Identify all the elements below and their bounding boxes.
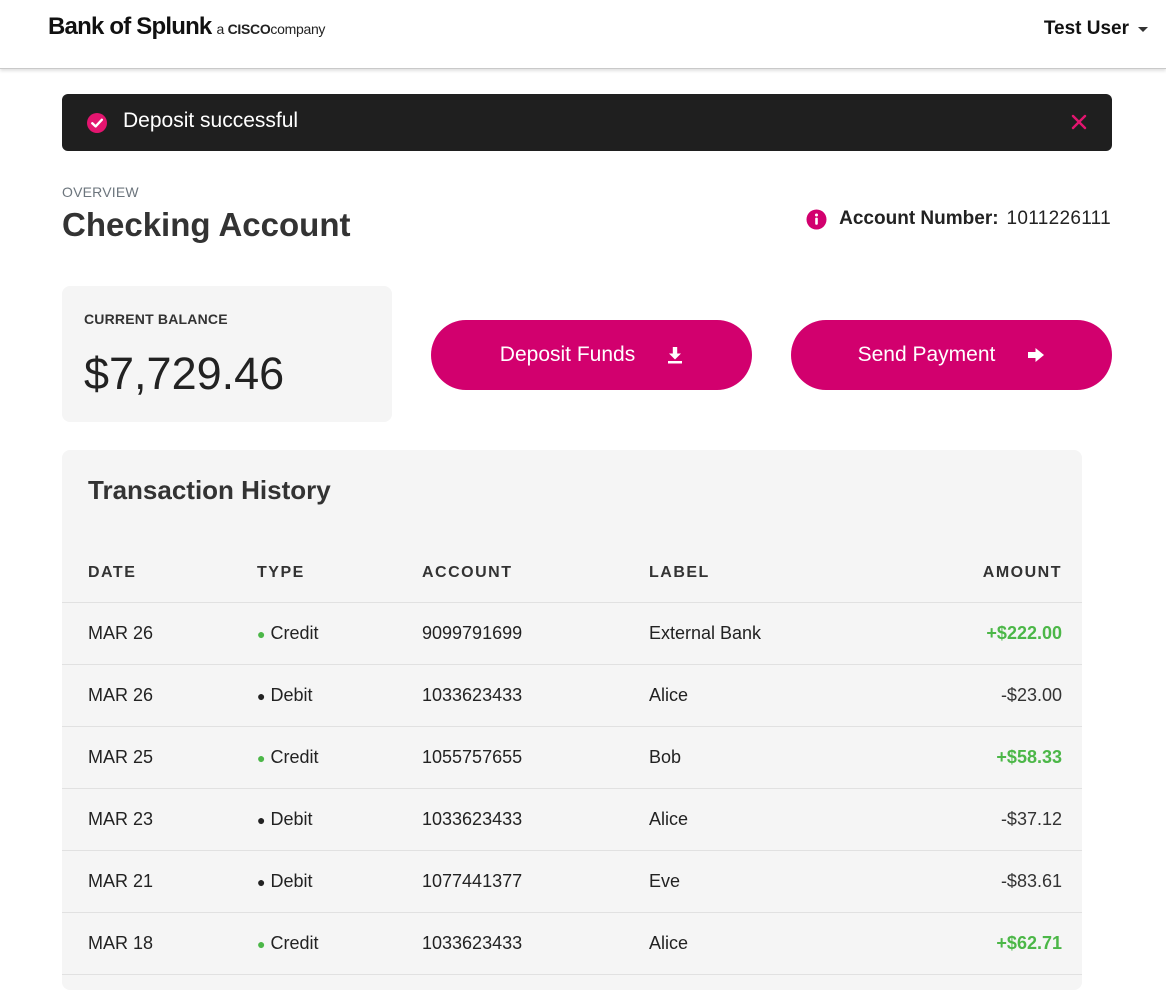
table-row[interactable]: MAR 25 ● Credit 1055757655 Bob +$58.33 bbox=[62, 727, 1082, 789]
cell-type: ● Debit bbox=[257, 871, 313, 892]
cell-type: ● Credit bbox=[257, 933, 318, 954]
arrow-right-icon bbox=[1027, 347, 1045, 363]
credit-dot-icon: ● bbox=[257, 750, 266, 766]
send-payment-button[interactable]: Send Payment bbox=[791, 320, 1112, 390]
transaction-table: DATE TYPE ACCOUNT LABEL AMOUNT MAR 26 ● C… bbox=[62, 540, 1082, 975]
transaction-history-title: Transaction History bbox=[88, 475, 331, 505]
cell-type-label: Credit bbox=[270, 933, 319, 953]
cell-date: MAR 21 bbox=[88, 871, 154, 891]
column-header-label: LABEL bbox=[649, 564, 710, 581]
cell-label: External Bank bbox=[649, 623, 762, 643]
check-circle-icon bbox=[86, 112, 108, 139]
cell-amount: -$83.61 bbox=[1000, 871, 1062, 891]
cell-type: ● Credit bbox=[257, 747, 318, 768]
deposit-funds-label: Deposit Funds bbox=[499, 343, 636, 366]
cell-amount: -$23.00 bbox=[1000, 685, 1062, 705]
page-title: Checking Account bbox=[62, 206, 351, 243]
success-alert: Deposit successful bbox=[62, 94, 1112, 151]
balance-card: CURRENT BALANCE $7,729.46 bbox=[62, 286, 392, 422]
column-header-amount: AMOUNT bbox=[982, 564, 1062, 581]
user-menu-dropdown[interactable]: Test User bbox=[1044, 18, 1148, 40]
cell-type-label: Debit bbox=[270, 871, 313, 891]
credit-dot-icon: ● bbox=[257, 626, 266, 642]
cell-type: ● Debit bbox=[257, 809, 313, 830]
cell-label: Eve bbox=[649, 871, 681, 891]
balance-label: CURRENT BALANCE bbox=[84, 311, 228, 327]
cell-label: Alice bbox=[649, 933, 689, 953]
debit-dot-icon: ● bbox=[257, 874, 266, 890]
cell-type-label: Debit bbox=[270, 685, 313, 705]
cell-date: MAR 23 bbox=[88, 809, 154, 829]
cell-label: Alice bbox=[649, 685, 689, 705]
column-header-date: DATE bbox=[88, 564, 137, 581]
table-header-row: DATE TYPE ACCOUNT LABEL AMOUNT bbox=[62, 540, 1082, 603]
table-row[interactable]: MAR 26 ● Debit 1033623433 Alice -$23.00 bbox=[62, 665, 1082, 727]
account-number-value: 1011226111 bbox=[1006, 208, 1111, 229]
balance-value: $7,729.46 bbox=[84, 348, 285, 399]
info-icon[interactable] bbox=[806, 209, 827, 230]
cell-type-label: Credit bbox=[270, 623, 319, 643]
cell-account: 1033623433 bbox=[422, 809, 523, 829]
cell-date: MAR 25 bbox=[88, 747, 154, 767]
brand-tagline-cisco: CISCO bbox=[227, 21, 271, 37]
download-icon bbox=[667, 346, 683, 364]
cell-amount: -$37.12 bbox=[1000, 809, 1062, 829]
cell-label: Bob bbox=[649, 747, 682, 767]
column-header-type: TYPE bbox=[257, 564, 305, 581]
cell-account: 1033623433 bbox=[422, 685, 523, 705]
brand-tagline-prefix: a bbox=[216, 21, 224, 37]
cell-type: ● Debit bbox=[257, 685, 313, 706]
cell-type-label: Credit bbox=[270, 747, 319, 767]
credit-dot-icon: ● bbox=[257, 936, 266, 952]
cell-amount: +$62.71 bbox=[996, 933, 1062, 953]
cell-date: MAR 26 bbox=[88, 685, 154, 705]
brand-tagline-suffix: company bbox=[270, 21, 326, 37]
account-number-label: Account Number: bbox=[839, 208, 999, 229]
table-row[interactable]: MAR 23 ● Debit 1033623433 Alice -$37.12 bbox=[62, 789, 1082, 851]
cell-amount: +$222.00 bbox=[986, 623, 1062, 643]
alert-message: Deposit successful bbox=[123, 109, 299, 132]
top-navbar: Bank of Splunk a CISCOcompany Test User bbox=[0, 0, 1166, 69]
table-row[interactable]: MAR 18 ● Credit 1033623433 Alice +$62.71 bbox=[62, 913, 1082, 975]
transaction-history-card: Transaction History DATE TYPE ACCOUNT LA… bbox=[62, 450, 1082, 990]
cell-date: MAR 18 bbox=[88, 933, 154, 953]
cell-amount: +$58.33 bbox=[996, 747, 1062, 767]
cell-account: 1077441377 bbox=[422, 871, 523, 891]
brand-tagline: a CISCOcompany bbox=[216, 21, 325, 37]
chevron-down-icon bbox=[1138, 26, 1148, 32]
deposit-funds-button[interactable]: Deposit Funds bbox=[431, 320, 752, 390]
close-icon[interactable] bbox=[1070, 113, 1088, 136]
cell-date: MAR 26 bbox=[88, 623, 154, 643]
account-number-block: Account Number: 1011226111 bbox=[806, 208, 1111, 230]
send-payment-label: Send Payment bbox=[857, 343, 996, 366]
cell-account: 1055757655 bbox=[422, 747, 523, 767]
cell-type-label: Debit bbox=[270, 809, 313, 829]
debit-dot-icon: ● bbox=[257, 688, 266, 704]
cell-account: 1033623433 bbox=[422, 933, 523, 953]
cell-type: ● Credit bbox=[257, 623, 318, 644]
table-row[interactable]: MAR 21 ● Debit 1077441377 Eve -$83.61 bbox=[62, 851, 1082, 913]
table-row[interactable]: MAR 26 ● Credit 9099791699 External Bank … bbox=[62, 603, 1082, 665]
column-header-account: ACCOUNT bbox=[422, 564, 513, 581]
user-name: Test User bbox=[1043, 18, 1129, 39]
brand-name: Bank of Splunk bbox=[48, 13, 212, 40]
debit-dot-icon: ● bbox=[257, 812, 266, 828]
cell-label: Alice bbox=[649, 809, 689, 829]
cell-account: 9099791699 bbox=[422, 623, 523, 643]
section-label: OVERVIEW bbox=[62, 184, 139, 200]
brand-logo[interactable]: Bank of Splunk a CISCOcompany bbox=[48, 13, 325, 41]
